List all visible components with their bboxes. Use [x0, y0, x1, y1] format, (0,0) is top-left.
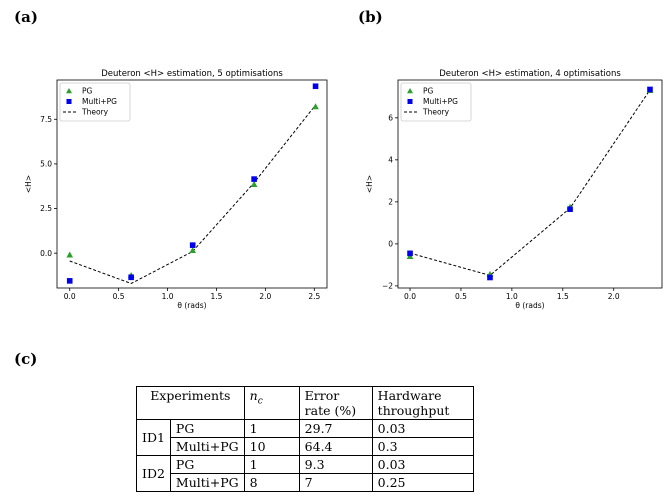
panel-label-b: (b)	[358, 8, 383, 26]
multi-pg-point	[66, 278, 73, 284]
header-throughput-line1: Hardware	[377, 388, 442, 403]
plot-frame	[397, 79, 663, 289]
x-tick-label: 0.5	[455, 292, 467, 301]
table-row: ID1 PG 1 29.7 0.03	[136, 419, 474, 456]
x-tick-label: 2.0	[608, 292, 620, 301]
legend-pg-marker	[66, 88, 72, 94]
x-axis-label: θ (rads)	[515, 301, 544, 310]
x-tick-label: 1.0	[162, 292, 174, 301]
x-tick-label: 0.0	[64, 292, 76, 301]
nc-cell: 1	[243, 455, 300, 474]
error-cell: 64.4	[298, 437, 373, 456]
x-tick-label: 1.0	[506, 292, 518, 301]
header-throughput: Hardware throughput	[371, 386, 474, 420]
pg-point	[312, 103, 319, 110]
x-tick-label: 1.5	[557, 292, 569, 301]
results-table: Experiments nc Error rate (%) Hardware thr…	[136, 386, 474, 492]
method-cell: Multi+PG	[169, 473, 245, 492]
y-tick-label: 0	[388, 240, 393, 249]
method-cell: PG	[169, 419, 245, 438]
y-tick-label: 2.5	[40, 204, 52, 213]
legend-label: PG	[423, 87, 434, 96]
y-tick-label: 6	[388, 114, 393, 123]
y-tick-label: 0.0	[40, 249, 52, 258]
header-nc: nc	[243, 386, 300, 420]
legend-label: Theory	[422, 108, 450, 117]
header-error-line1: Error	[304, 388, 340, 403]
x-tick-label: 1.5	[210, 292, 222, 301]
error-cell: 7	[298, 473, 373, 492]
panel-label-c: (c)	[14, 350, 38, 368]
error-cell: 9.3	[298, 455, 373, 474]
y-tick-label: 2	[388, 198, 393, 207]
multi-pg-point	[128, 274, 134, 281]
theory-line	[409, 89, 651, 276]
group-cell: ID2	[136, 455, 171, 492]
pg-point	[250, 180, 258, 187]
header-nc-sub: c	[257, 396, 263, 407]
nc-cell: 8	[243, 473, 300, 492]
header-throughput-line2: throughput	[377, 403, 450, 418]
legend-multi-pg-marker	[407, 99, 413, 104]
table-row: Multi+PG 10 64.4 0.3	[137, 437, 474, 456]
group-cell: ID1	[136, 419, 171, 456]
throughput-cell: 0.25	[371, 473, 474, 492]
x-tick-label: 0.5	[113, 292, 125, 301]
multi-pg-point	[189, 242, 196, 248]
chart-b: Deuteron <H> estimation, 4 optimisations…	[365, 69, 663, 310]
method-cell: PG	[169, 455, 245, 474]
multi-pg-point	[251, 176, 257, 182]
panel-label-a: (a)	[14, 8, 38, 26]
table-row: Multi+PG 8 7 0.25	[137, 473, 474, 492]
table-header-row: Experiments nc Error rate (%) Hardware thr…	[136, 386, 474, 420]
throughput-cell: 0.03	[371, 419, 474, 438]
plot-frame	[56, 79, 328, 289]
method-cell: Multi+PG	[169, 437, 245, 456]
chart-title: Deuteron <H> estimation, 4 optimisations	[439, 69, 621, 79]
legend-label: Multi+PG	[423, 97, 458, 106]
multi-pg-point	[312, 83, 319, 90]
legend-box	[59, 82, 131, 122]
y-tick-label: 7.5	[40, 115, 52, 124]
multi-pg-point	[647, 86, 653, 93]
throughput-cell: 0.3	[371, 437, 474, 456]
header-nc-base: n	[249, 388, 258, 403]
legend-label: Multi+PG	[82, 97, 117, 106]
chart-a: Deuteron <H> estimation, 5 optimisations…	[24, 69, 328, 310]
y-tick-label: 4	[388, 156, 393, 165]
nc-cell: 10	[243, 437, 300, 456]
x-tick-label: 2.0	[259, 292, 271, 301]
multi-pg-point	[567, 206, 573, 213]
legend-label: Theory	[81, 108, 109, 117]
x-axis-label: θ (rads)	[177, 301, 206, 310]
legend-pg-marker	[407, 88, 413, 94]
header-error: Error rate (%)	[298, 386, 373, 420]
legend-label: PG	[82, 87, 93, 96]
error-cell: 29.7	[298, 419, 373, 438]
header-error-line2: rate (%)	[304, 403, 357, 418]
y-tick-label: 5.0	[40, 160, 52, 169]
table-row: ID2 PG 1 9.3 0.03	[136, 455, 474, 492]
header-experiments: Experiments	[136, 386, 245, 420]
legend-multi-pg-marker	[66, 99, 72, 104]
y-axis-label: <H>	[365, 175, 374, 193]
pg-point	[66, 251, 74, 258]
pg-point	[189, 247, 196, 254]
throughput-cell: 0.03	[371, 455, 474, 474]
multi-pg-point	[407, 250, 413, 257]
theory-line	[69, 104, 316, 285]
nc-cell: 1	[243, 419, 300, 438]
chart-title: Deuteron <H> estimation, 5 optimisations	[101, 69, 283, 79]
x-tick-label: 2.5	[308, 292, 320, 301]
multi-pg-point	[487, 274, 493, 281]
y-axis-label: <H>	[24, 175, 33, 193]
legend-box	[400, 82, 472, 122]
y-tick-label: −2	[382, 282, 393, 291]
x-tick-label: 0.0	[404, 292, 416, 301]
